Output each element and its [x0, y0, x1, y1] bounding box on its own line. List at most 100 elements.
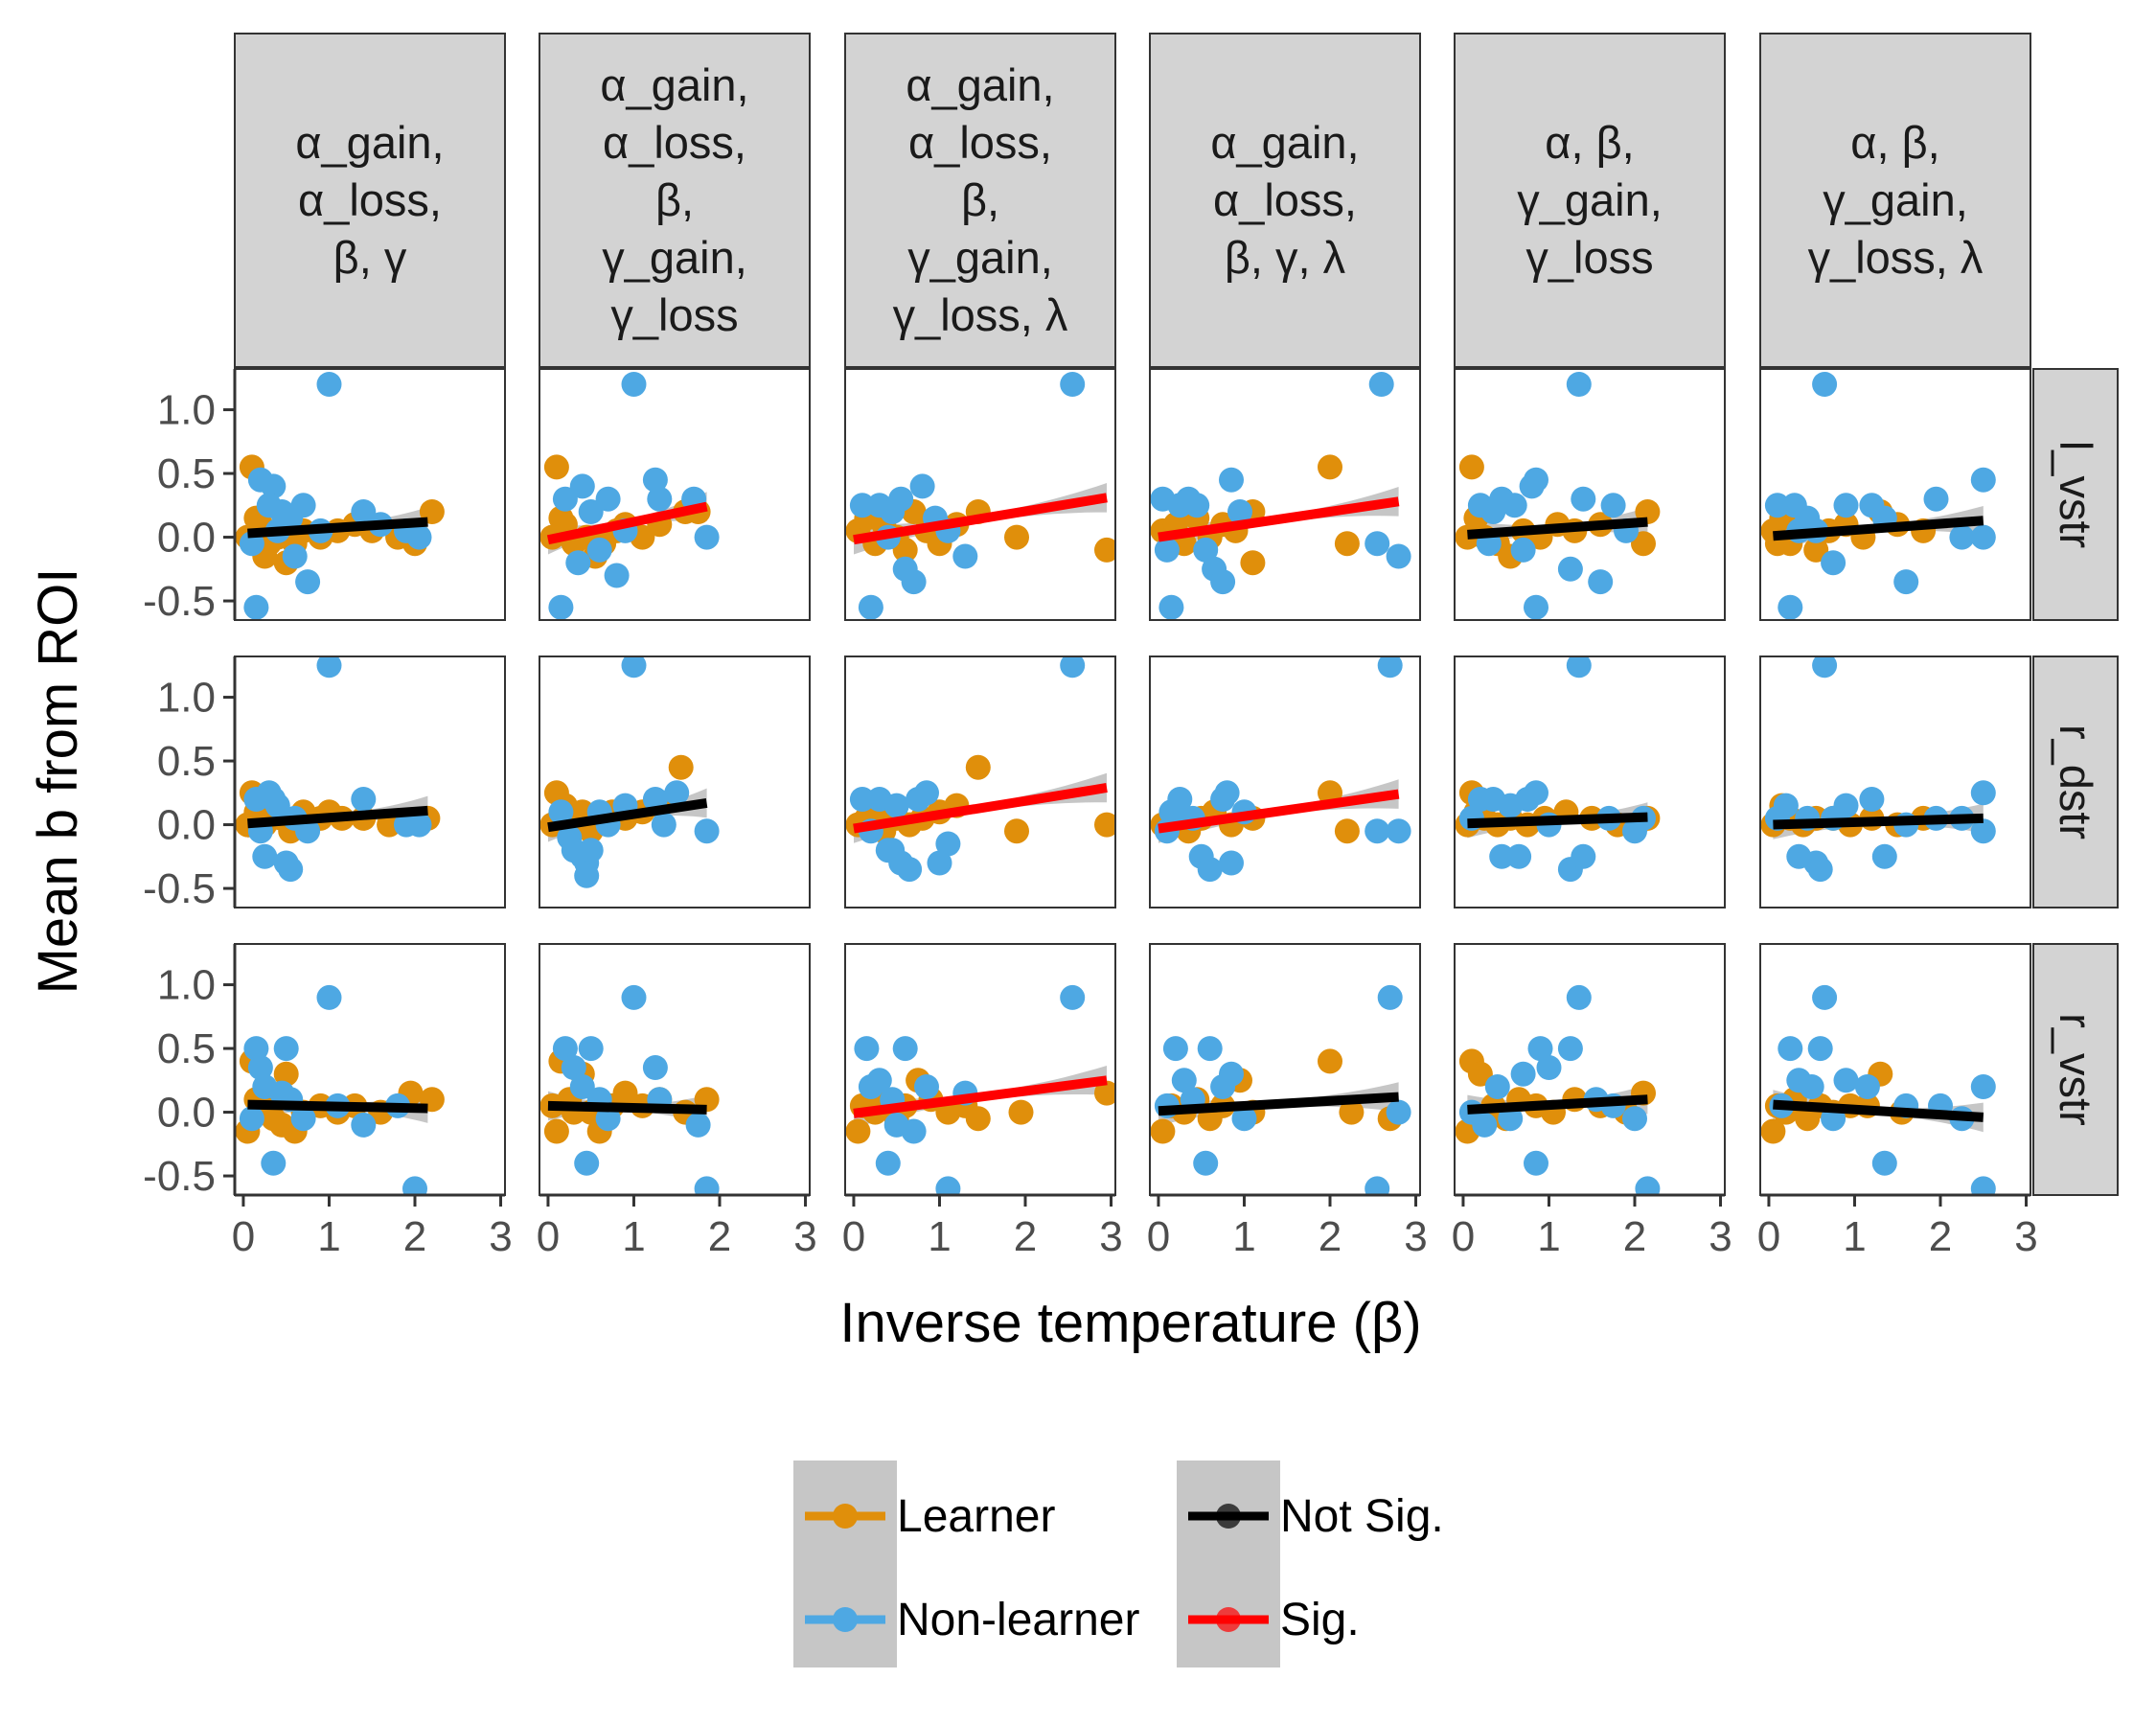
point-non-learner: [586, 537, 612, 563]
panel-r_dstr-col-4: [1149, 656, 1421, 908]
point-non-learner: [1060, 984, 1086, 1010]
point-non-learner: [1778, 594, 1803, 620]
point-learner: [1240, 550, 1266, 576]
legend-key-non-learner-dot: [833, 1607, 858, 1632]
panel-r_vstr-col-5: [1454, 943, 1726, 1196]
column-strip-label: α, β,: [1545, 117, 1634, 168]
panel-border: [539, 656, 811, 908]
point-learner: [543, 454, 569, 480]
point-non-learner: [316, 656, 342, 678]
point-non-learner: [1502, 493, 1527, 518]
point-non-learner: [1557, 556, 1583, 582]
point-non-learner: [351, 1112, 377, 1138]
point-non-learner: [1807, 1036, 1833, 1062]
point-non-learner: [1970, 1074, 1996, 1099]
point-non-learner: [1506, 843, 1532, 869]
point-non-learner: [261, 787, 287, 812]
fit-line-sig: [853, 783, 1108, 834]
point-learner: [1094, 1080, 1115, 1106]
point-non-learner: [569, 473, 595, 499]
fit-line-sig: [853, 493, 1108, 545]
point-non-learner: [1807, 857, 1833, 883]
point-non-learner: [574, 1150, 600, 1176]
point-non-learner: [290, 493, 316, 518]
y-tick-label: 0.5: [157, 450, 216, 497]
x-tick-label: 0: [537, 1213, 560, 1260]
column-strip-label: γ_loss, λ: [893, 289, 1068, 340]
point-non-learner: [1871, 843, 1897, 869]
point-non-learner: [261, 1150, 287, 1176]
point-non-learner: [548, 799, 574, 825]
row-strip-label: r_dstr: [2051, 724, 2101, 840]
point-non-learner: [909, 473, 935, 499]
point-non-learner: [243, 1036, 269, 1062]
point-non-learner: [642, 467, 668, 493]
point-non-learner: [406, 524, 432, 550]
point-non-learner: [1386, 543, 1411, 569]
point-non-learner: [1588, 569, 1614, 595]
x-tick-label: 2: [708, 1213, 731, 1260]
y-tick-label: 0.0: [157, 515, 216, 562]
row-strip-label: l_vstr: [2051, 441, 2101, 548]
fit-line-not-sig: [247, 1099, 428, 1114]
point-non-learner: [1812, 984, 1838, 1010]
point-non-learner: [1154, 537, 1180, 563]
point-non-learner: [578, 499, 604, 524]
fit-line-sig: [1158, 496, 1400, 542]
point-non-learner: [1527, 1036, 1553, 1062]
legend-key-learner-dot: [833, 1504, 858, 1529]
x-tick-label: 3: [1099, 1213, 1122, 1260]
column-strip-5: [1454, 33, 1726, 368]
x-tick-label: 2: [1623, 1213, 1646, 1260]
fit-line-not-sig: [1158, 1092, 1399, 1116]
point-non-learner: [1184, 493, 1210, 518]
row-strip-label: r_vstr: [2051, 1013, 2101, 1126]
point-learner: [1631, 531, 1656, 557]
point-non-learner: [1893, 569, 1919, 595]
x-tick-label: 1: [1232, 1213, 1255, 1260]
panel-r_vstr-col-6: [1759, 943, 2031, 1196]
panel-l_vstr-col-6: [1759, 368, 2031, 621]
point-non-learner: [1764, 493, 1790, 518]
point-learner: [845, 1118, 871, 1144]
x-tick-label: 1: [1843, 1213, 1866, 1260]
point-non-learner: [1365, 531, 1390, 557]
point-non-learner: [282, 543, 308, 569]
y-tick-label: -0.5: [143, 865, 216, 912]
panel-border: [844, 656, 1116, 908]
point-non-learner: [1833, 493, 1859, 518]
column-strip-label: α_loss,: [603, 117, 746, 168]
row-strip-r_dstr: [2032, 656, 2119, 908]
column-strip-1: [234, 33, 506, 368]
row-strip-r_vstr: [2032, 943, 2119, 1196]
point-learner: [1760, 1118, 1786, 1144]
point-non-learner: [1510, 537, 1536, 563]
fit-line-not-sig: [247, 805, 428, 829]
x-tick-label: 1: [317, 1213, 340, 1260]
point-learner: [1803, 537, 1829, 563]
point-non-learner: [1871, 1150, 1897, 1176]
fit-line-sig: [853, 1075, 1108, 1118]
point-non-learner: [901, 569, 927, 595]
point-non-learner: [252, 843, 278, 869]
fit-line-not-sig: [547, 798, 708, 833]
panel-border: [1454, 656, 1726, 908]
legend-key-not-sig-dot: [1216, 1504, 1241, 1529]
point-non-learner: [552, 486, 578, 512]
legend-label-learner: Learner: [897, 1491, 1055, 1542]
point-non-learner: [261, 473, 287, 499]
point-non-learner: [406, 812, 432, 838]
point-non-learner: [402, 1176, 427, 1195]
point-non-learner: [1970, 780, 1996, 806]
fit-line-not-sig: [1773, 813, 1984, 830]
point-non-learner: [1833, 793, 1859, 818]
point-non-learner: [316, 372, 342, 397]
fit-line-not-sig: [247, 517, 428, 539]
point-learner: [273, 1061, 299, 1087]
x-tick-label: 2: [1929, 1213, 1952, 1260]
point-learner: [1467, 1061, 1493, 1087]
point-non-learner: [854, 1036, 880, 1062]
point-non-learner: [897, 857, 923, 883]
x-tick-label: 3: [489, 1213, 512, 1260]
